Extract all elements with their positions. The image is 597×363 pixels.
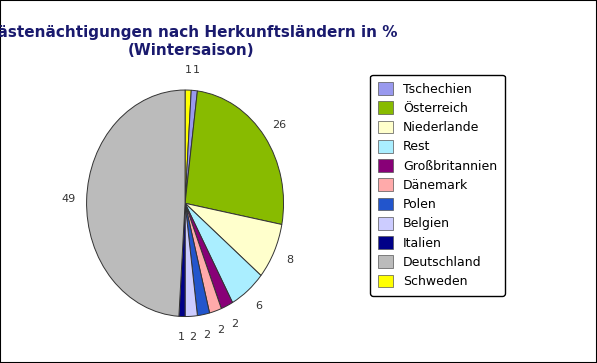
Wedge shape — [185, 90, 198, 203]
Wedge shape — [185, 203, 221, 313]
Text: 6: 6 — [256, 301, 263, 311]
Text: 2: 2 — [204, 330, 210, 339]
Wedge shape — [185, 203, 198, 317]
Text: 26: 26 — [272, 120, 286, 130]
Text: Gästenächtigungen nach Herkunftsländern in %
(Wintersaison): Gästenächtigungen nach Herkunftsländern … — [0, 25, 397, 58]
Text: 1: 1 — [178, 332, 185, 342]
Text: 2: 2 — [231, 319, 238, 329]
Wedge shape — [87, 90, 185, 316]
Wedge shape — [179, 203, 185, 317]
Wedge shape — [185, 203, 210, 316]
Wedge shape — [185, 203, 232, 309]
Text: 2: 2 — [217, 325, 224, 335]
Text: 1: 1 — [192, 65, 199, 75]
Wedge shape — [185, 91, 284, 224]
Text: 2: 2 — [189, 332, 196, 342]
Wedge shape — [185, 203, 282, 276]
Text: 8: 8 — [287, 255, 294, 265]
Wedge shape — [185, 90, 191, 203]
Legend: Tschechien, Österreich, Niederlande, Rest, Großbritannien, Dänemark, Polen, Belg: Tschechien, Österreich, Niederlande, Res… — [370, 74, 504, 296]
Text: 49: 49 — [62, 194, 76, 204]
Wedge shape — [185, 203, 261, 302]
Text: 1: 1 — [185, 65, 192, 75]
